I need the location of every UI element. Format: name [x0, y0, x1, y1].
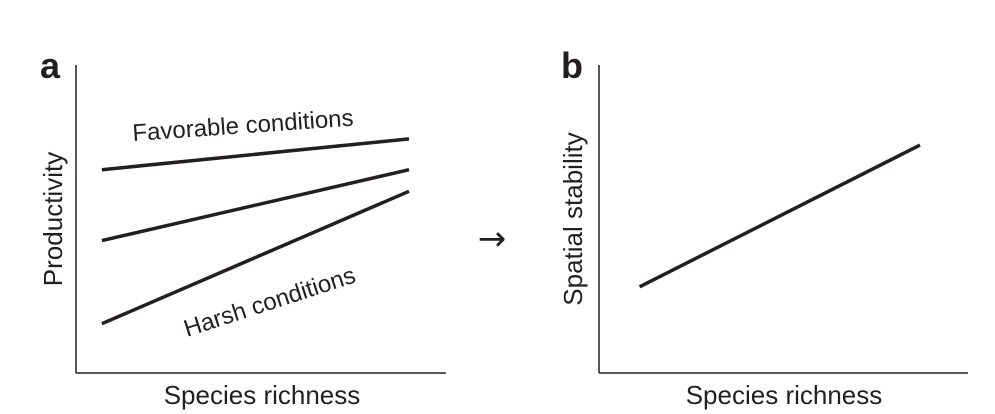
- series-group-b: [638, 143, 921, 289]
- series-group-a: [101, 137, 410, 326]
- series-line-a-1: [101, 137, 410, 172]
- annotation-favorable: Favorable conditions: [132, 105, 355, 147]
- y-axis-title-b: Spatial stability: [558, 132, 588, 305]
- x-axis-title-b: Species richness: [686, 380, 883, 410]
- panel-b: b Species richness Spatial stability: [558, 45, 968, 410]
- panel-label-b: b: [561, 45, 583, 86]
- series-line-a-2: [101, 167, 410, 243]
- right-arrow-icon: →: [478, 219, 507, 259]
- panel-label-a: a: [40, 45, 61, 86]
- x-axis-title-a: Species richness: [164, 380, 361, 410]
- series-line-a-3: [101, 189, 410, 326]
- y-axis-title-a: Productivity: [38, 152, 68, 286]
- panel-a: a Species richness Productivity Favorabl…: [38, 45, 446, 410]
- series-line-b-1: [638, 143, 921, 289]
- annotation-harsh: Harsh conditions: [181, 262, 359, 343]
